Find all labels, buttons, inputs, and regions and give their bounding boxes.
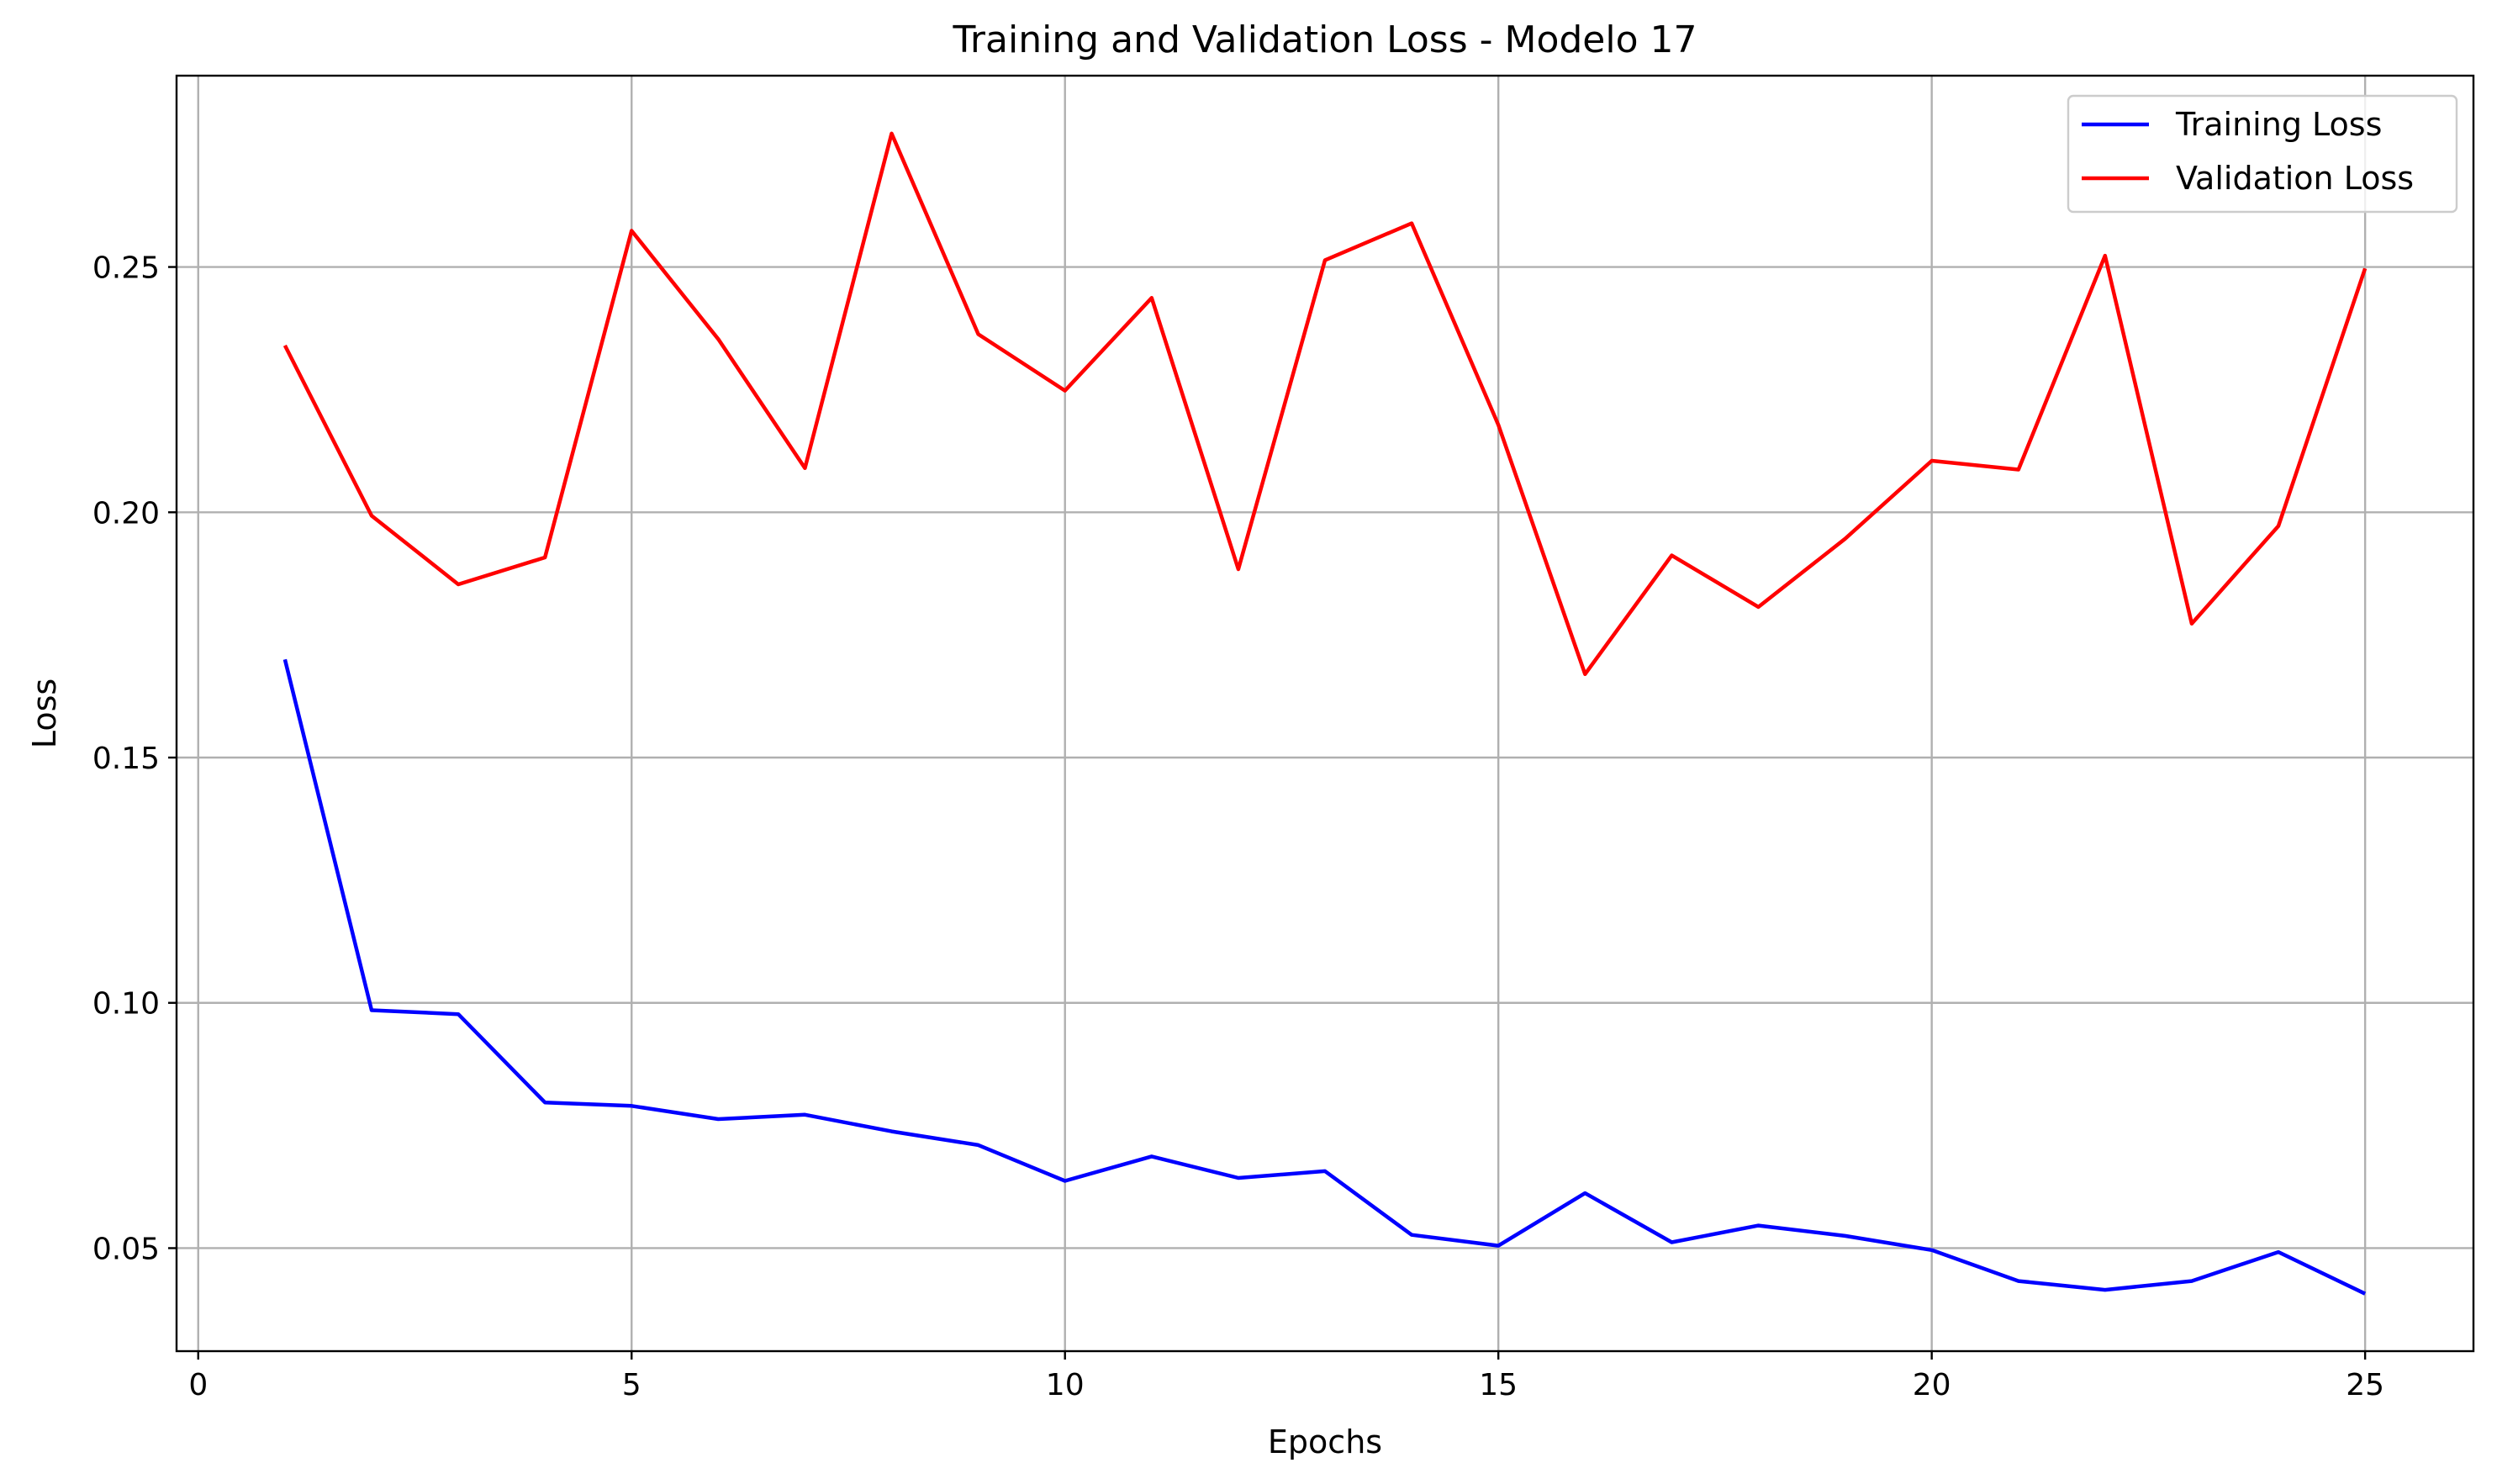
axes-frame xyxy=(175,74,2475,1353)
legend: Training Loss Validation Loss xyxy=(2067,94,2458,214)
x-tick-label: 5 xyxy=(622,1368,641,1402)
x-tick-label: 20 xyxy=(1913,1368,1951,1402)
y-axis-label: Loss xyxy=(26,679,63,748)
y-tick-label: 0.15 xyxy=(92,742,160,776)
legend-label-validation-loss: Validation Loss xyxy=(2176,160,2414,197)
x-tick-label: 0 xyxy=(188,1368,208,1402)
series-line-validation-loss xyxy=(282,131,2368,677)
legend-label-training-loss: Training Loss xyxy=(2175,106,2382,143)
y-tick-label: 0.10 xyxy=(92,987,160,1022)
x-tick-label: 10 xyxy=(1046,1368,1085,1402)
x-tick-label: 15 xyxy=(1479,1368,1518,1402)
series-line-training-loss xyxy=(282,658,2367,1296)
x-tick-label: 25 xyxy=(2346,1368,2384,1402)
y-tick-label: 0.25 xyxy=(92,251,160,286)
x-axis-label: Epochs xyxy=(1268,1423,1382,1460)
series-lines xyxy=(282,131,2368,1296)
grid-lines xyxy=(177,76,2473,1351)
axis-ticks: 0 5 10 15 20 25 0.05 0.10 0.15 0.20 0.25 xyxy=(92,251,2384,1402)
legend-box xyxy=(2067,94,2458,214)
chart-title: Training and Validation Loss - Modelo 17 xyxy=(953,18,1697,61)
y-tick-label: 0.20 xyxy=(92,496,160,531)
y-tick-label: 0.05 xyxy=(92,1232,160,1266)
